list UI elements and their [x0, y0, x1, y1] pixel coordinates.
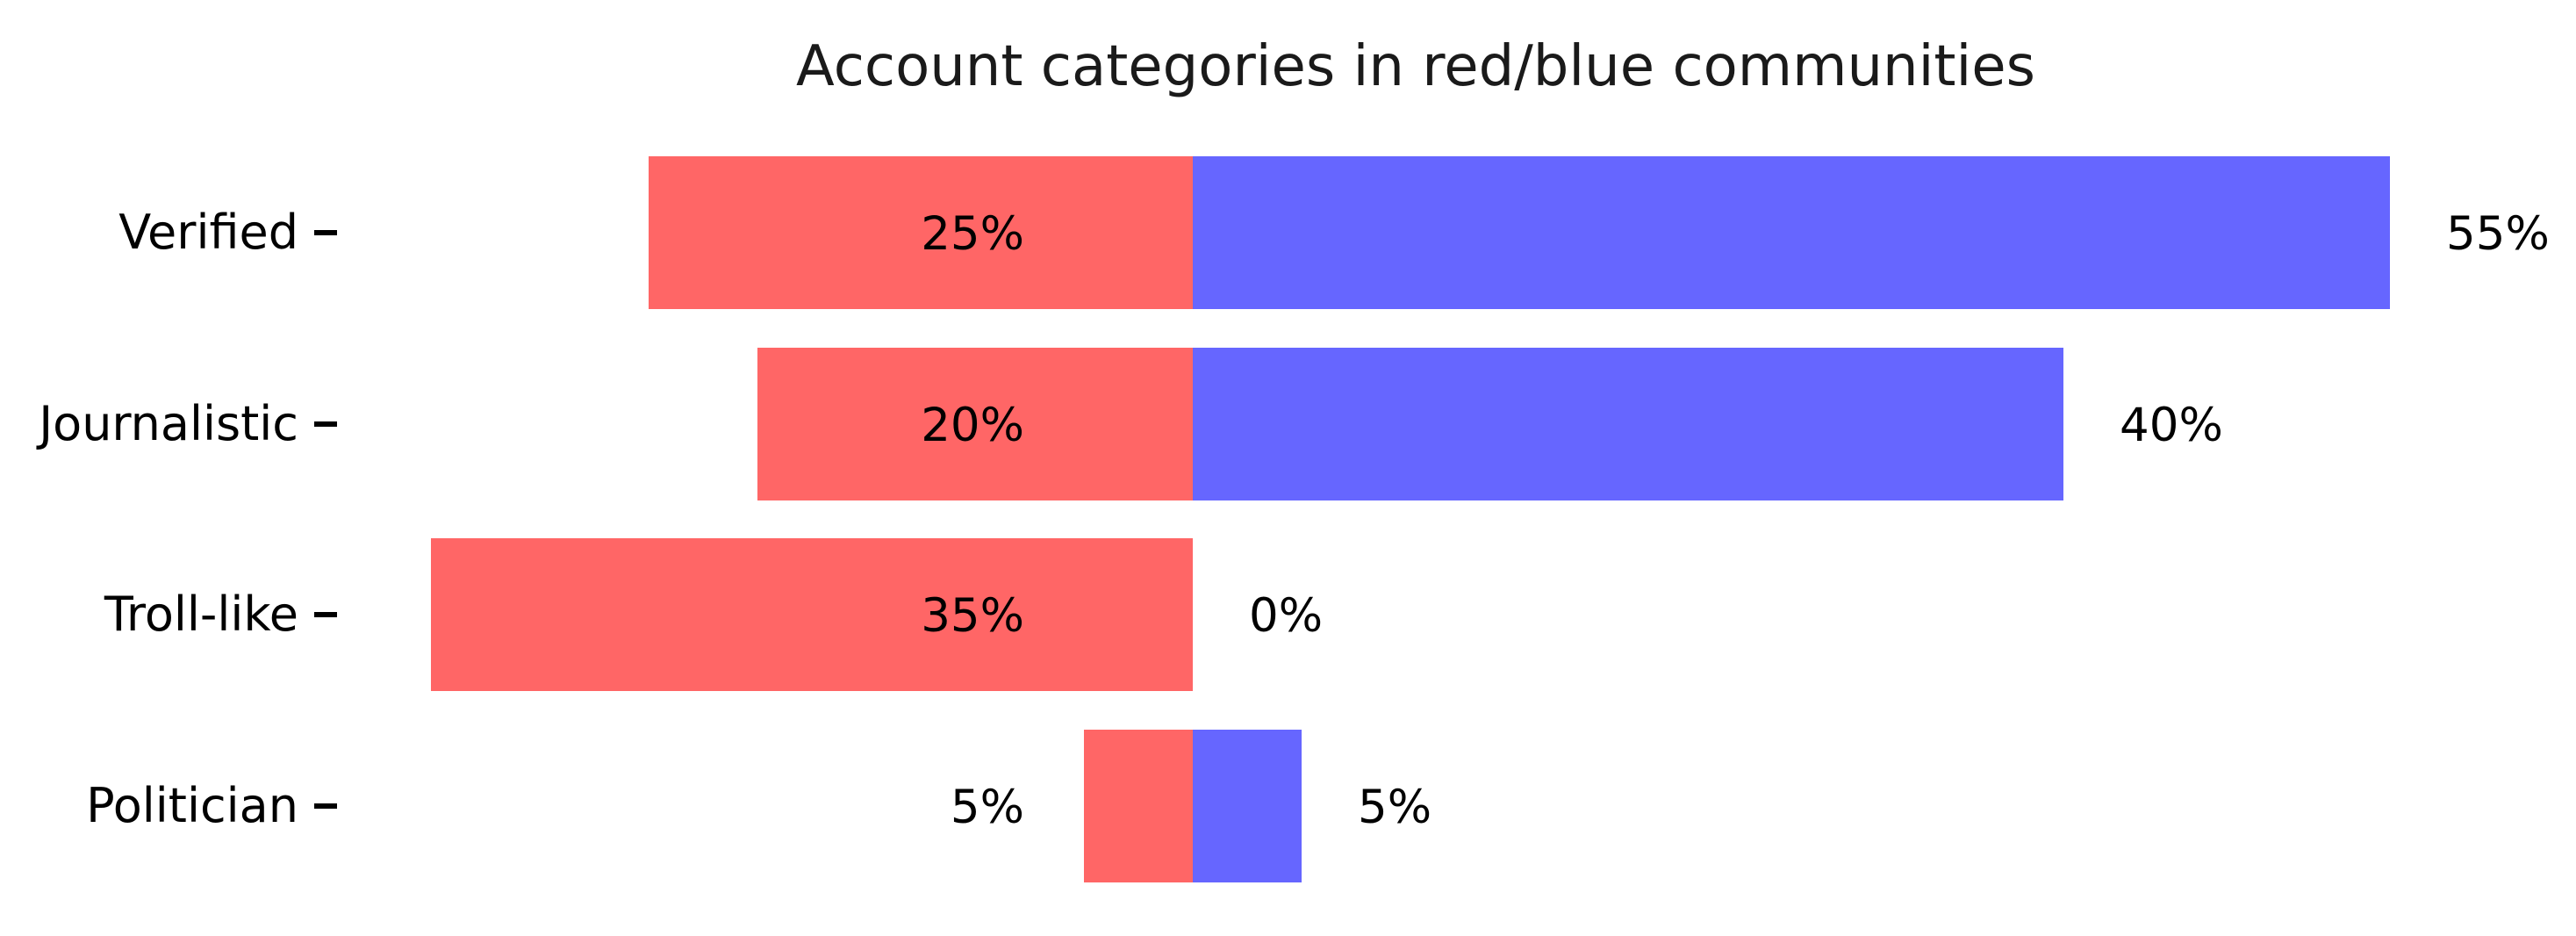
- y-tick-mark: [314, 230, 337, 235]
- category-label: Verified: [118, 205, 298, 260]
- red-community-bar: [1084, 730, 1193, 882]
- blue-value-label: 0%: [1249, 589, 1324, 643]
- category-label: Politician: [86, 778, 298, 833]
- category-label: Troll-like: [104, 587, 298, 642]
- red-community-bar: [757, 348, 1193, 500]
- y-tick-mark: [314, 421, 337, 427]
- red-value-label: 35%: [921, 589, 1024, 643]
- blue-community-bar: [1193, 348, 2063, 500]
- blue-community-bar: [1193, 730, 1302, 882]
- y-tick-mark: [314, 803, 337, 809]
- y-tick-mark: [314, 612, 337, 617]
- red-value-label: 25%: [921, 207, 1024, 261]
- red-community-bar: [431, 538, 1193, 691]
- red-value-label: 20%: [921, 399, 1024, 452]
- blue-value-label: 5%: [1358, 781, 1432, 834]
- category-label: Journalistic: [39, 396, 298, 451]
- blue-value-label: 55%: [2446, 207, 2550, 261]
- chart-title: Account categories in red/blue communiti…: [796, 34, 2035, 99]
- red-value-label: 5%: [950, 781, 1024, 834]
- blue-community-bar: [1193, 156, 2390, 309]
- blue-value-label: 40%: [2120, 399, 2223, 452]
- red-community-bar: [649, 156, 1193, 309]
